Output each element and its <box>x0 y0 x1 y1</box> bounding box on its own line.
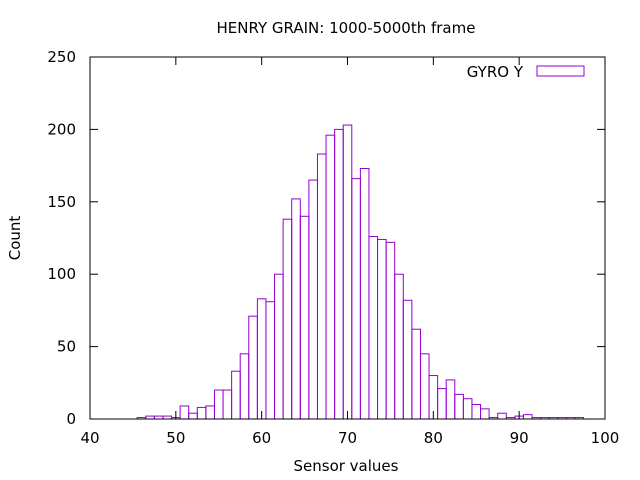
histogram-bar <box>188 412 198 420</box>
x-tick-label: 60 <box>252 429 271 447</box>
histogram-bar <box>454 393 464 420</box>
histogram-bar <box>351 178 361 420</box>
histogram-bar <box>282 218 293 420</box>
histogram-bar <box>274 273 284 420</box>
histogram-bar <box>248 315 258 420</box>
histogram-bar <box>179 405 190 420</box>
histogram-bar <box>231 370 241 420</box>
y-tick-label: 150 <box>47 193 76 211</box>
y-tick-label: 50 <box>57 338 76 356</box>
chart-title: HENRY GRAIN: 1000-5000th frame <box>217 19 476 37</box>
histogram-bar <box>480 408 490 420</box>
histogram-bar <box>402 299 413 420</box>
legend-swatch <box>536 65 585 77</box>
histogram-bar <box>497 412 507 420</box>
histogram-bar <box>445 379 456 420</box>
histogram-bar <box>299 215 310 420</box>
plot-frame <box>89 56 606 420</box>
x-axis-label: Sensor values <box>294 457 399 475</box>
y-tick-label: 0 <box>66 410 76 428</box>
histogram-bar <box>325 134 336 420</box>
x-tick-label: 90 <box>510 429 529 447</box>
histogram-bar <box>437 388 447 420</box>
histogram-bar <box>308 179 318 420</box>
x-tick-label: 70 <box>338 429 357 447</box>
histogram-bar <box>205 405 215 420</box>
y-axis-label: Count <box>6 216 24 261</box>
histogram-bar <box>316 153 327 420</box>
histogram-bar <box>256 298 267 420</box>
histogram-bar <box>222 389 233 420</box>
histogram-bar <box>394 273 404 420</box>
histogram-bar <box>239 353 250 420</box>
bars-group <box>136 124 585 420</box>
axis-ticks: 40 50 60 70 80 90 100 0 50 100 150 200 250 <box>47 48 619 447</box>
histogram-bar <box>411 328 421 420</box>
histogram-bar <box>385 241 396 420</box>
histogram-bar <box>334 128 344 420</box>
histogram-bar <box>377 238 387 420</box>
histogram-bar <box>462 398 473 420</box>
histogram-bar <box>522 414 533 420</box>
x-tick-label: 100 <box>591 429 620 447</box>
histogram-bar <box>359 168 370 420</box>
legend: GYRO Y <box>467 63 585 81</box>
x-tick-label: 50 <box>166 429 185 447</box>
histogram-bar <box>368 236 379 420</box>
histogram-bar <box>291 198 301 420</box>
histogram-bar <box>196 406 207 420</box>
histogram-bar <box>419 353 430 420</box>
histogram-bar <box>471 404 482 420</box>
y-tick-label: 100 <box>47 265 76 283</box>
y-tick-label: 200 <box>47 120 76 138</box>
histogram-bar <box>265 301 276 420</box>
histogram-bar <box>342 124 353 420</box>
x-tick-label: 80 <box>424 429 443 447</box>
legend-label: GYRO Y <box>467 63 524 81</box>
histogram-bar <box>213 389 224 420</box>
x-tick-label: 40 <box>80 429 99 447</box>
y-tick-label: 250 <box>47 48 76 66</box>
